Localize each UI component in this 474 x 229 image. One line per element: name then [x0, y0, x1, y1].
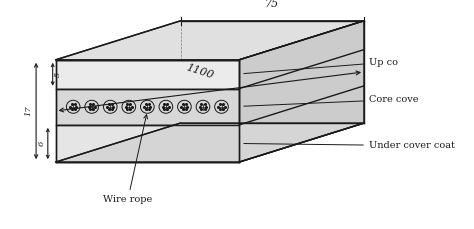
- Text: 75: 75: [265, 0, 279, 9]
- Text: 6: 6: [38, 141, 46, 146]
- Text: Up co: Up co: [244, 58, 398, 74]
- Text: 5: 5: [54, 71, 62, 77]
- Polygon shape: [55, 89, 239, 125]
- Polygon shape: [239, 21, 364, 162]
- Polygon shape: [55, 60, 239, 89]
- Text: Core cove: Core cove: [244, 95, 419, 106]
- Text: Wire rope: Wire rope: [103, 115, 153, 204]
- Text: 1100: 1100: [185, 62, 215, 80]
- Polygon shape: [55, 125, 239, 162]
- Text: 17: 17: [24, 106, 32, 116]
- Polygon shape: [55, 123, 364, 162]
- Polygon shape: [55, 21, 364, 60]
- Text: Under cover coat: Under cover coat: [244, 141, 455, 150]
